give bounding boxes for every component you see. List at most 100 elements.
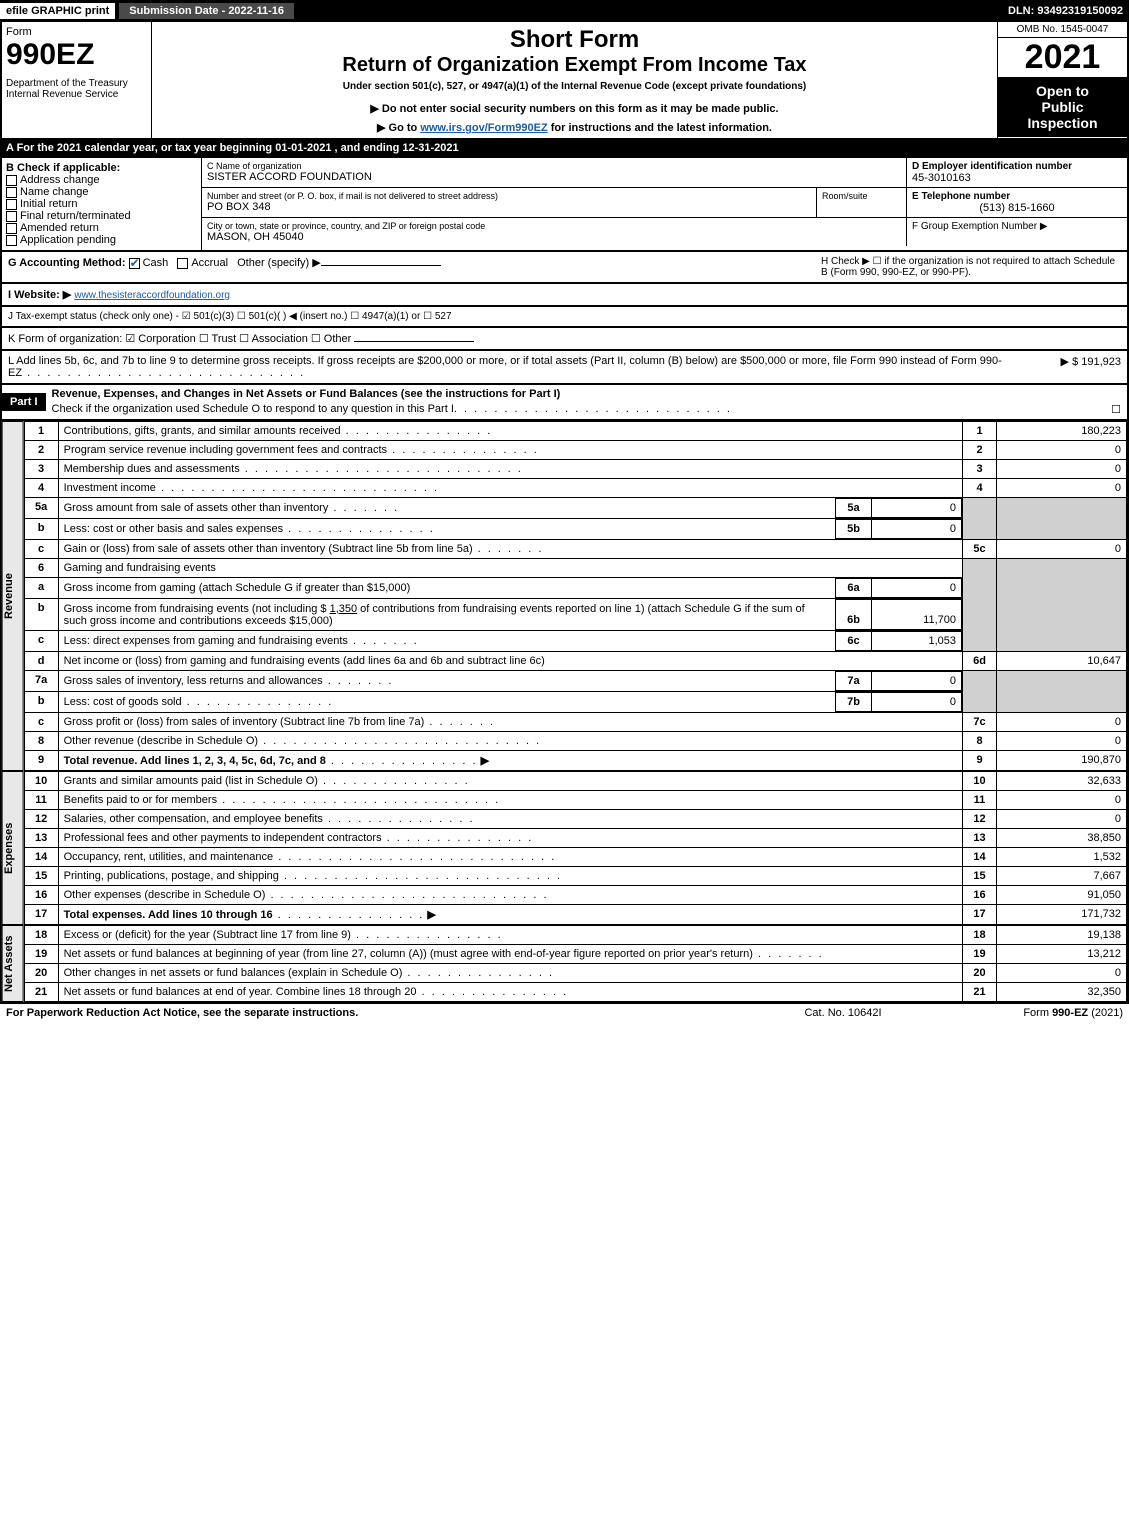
line6c-sub: 1,053 [872,632,962,651]
line8-desc: Other revenue (describe in Schedule O) [64,735,258,747]
line9-desc: Total revenue. Add lines 1, 2, 3, 4, 5c,… [64,755,326,767]
line20-desc: Other changes in net assets or fund bala… [64,967,403,979]
g-other-blank [321,265,441,266]
line4-amt: 0 [997,479,1127,498]
line8-amt: 0 [997,732,1127,751]
line3-amt: 0 [997,460,1127,479]
submission-date: Submission Date - 2022-11-16 [119,3,294,19]
street-value: PO BOX 348 [207,201,811,213]
netassets-sidebar: Net Assets [2,925,24,1002]
line7b-sub: 0 [872,693,962,712]
line7a-sub: 0 [872,672,962,691]
line2-amt: 0 [997,441,1127,460]
top-bar: efile GRAPHIC print Submission Date - 20… [0,0,1129,22]
section-k: K Form of organization: ☑ Corporation ☐ … [0,328,1129,351]
line19-amt: 13,212 [997,945,1127,964]
line20-amt: 0 [997,964,1127,983]
line14-amt: 1,532 [997,848,1127,867]
line7c-desc: Gross profit or (loss) from sales of inv… [64,716,425,728]
line7c-amt: 0 [997,713,1127,732]
line5b-sub: 0 [872,520,962,539]
footer-mid: Cat. No. 10642I [743,1007,943,1019]
website-link[interactable]: www.thesisteraccordfoundation.org [74,290,230,301]
line13-desc: Professional fees and other payments to … [64,832,382,844]
d-label: D Employer identification number [912,161,1122,172]
ein-value: 45-3010163 [912,172,1122,184]
line19-desc: Net assets or fund balances at beginning… [64,948,753,960]
part-i-check-text: Check if the organization used Schedule … [52,403,454,416]
b-opt-address: Address change [6,174,197,186]
checkbox-icon[interactable] [6,187,17,198]
i-label: I Website: ▶ [8,289,71,301]
b-title: B Check if applicable: [6,162,197,174]
line17-amt: 171,732 [997,905,1127,925]
line18-amt: 19,138 [997,926,1127,945]
c-city-label: City or town, state or province, country… [207,221,901,231]
open-line1: Open to [1002,83,1123,99]
checkbox-icon[interactable] [6,211,17,222]
short-form-title: Short Form [156,26,993,54]
line18-desc: Excess or (deficit) for the year (Subtra… [64,929,351,941]
open-line2: Public [1002,99,1123,115]
line12-desc: Salaries, other compensation, and employ… [64,813,323,825]
b-opt-amended: Amended return [6,222,197,234]
checkbox-icon[interactable] [6,199,17,210]
line21-amt: 32,350 [997,983,1127,1002]
checkbox-icon[interactable] [6,223,17,234]
checkbox-icon[interactable] [6,175,17,186]
line6b-mid: 1,350 [330,603,358,615]
omb-number: OMB No. 1545-0047 [998,22,1127,38]
irs-link[interactable]: www.irs.gov/Form990EZ [420,122,547,134]
revenue-section: Revenue 1Contributions, gifts, grants, a… [0,421,1129,771]
netassets-section: Net Assets 18Excess or (deficit) for the… [0,925,1129,1004]
header-center: Short Form Return of Organization Exempt… [152,22,997,138]
b-opt-name: Name change [6,186,197,198]
dept-label: Department of the Treasury [6,78,147,89]
line7a-desc: Gross sales of inventory, less returns a… [64,675,323,687]
line17-desc: Total expenses. Add lines 10 through 16 [64,909,273,921]
line6d-amt: 10,647 [997,652,1127,671]
g-label: G Accounting Method: [8,257,126,269]
line9-amt: 190,870 [997,751,1127,771]
footer-right: Form 990-EZ (2021) [943,1007,1123,1019]
line5c-amt: 0 [997,540,1127,559]
line2-desc: Program service revenue including govern… [64,444,387,456]
org-name: SISTER ACCORD FOUNDATION [207,171,901,183]
open-public-badge: Open to Public Inspection [998,77,1127,137]
page-footer: For Paperwork Reduction Act Notice, see … [0,1004,1129,1022]
line14-desc: Occupancy, rent, utilities, and maintena… [64,851,274,863]
line16-amt: 91,050 [997,886,1127,905]
line6-desc: Gaming and fundraising events [58,559,962,578]
expenses-sidebar: Expenses [2,771,24,925]
part-i-title: Revenue, Expenses, and Changes in Net As… [46,385,1127,403]
header-left: Form 990EZ Department of the Treasury In… [2,22,152,138]
checkbox-cash-icon[interactable] [129,258,140,269]
room-label: Room/suite [822,191,901,201]
line15-desc: Printing, publications, postage, and shi… [64,870,279,882]
part-i-badge: Part I [2,393,46,411]
checkbox-icon[interactable] [6,235,17,246]
part-i-checkbox[interactable]: ☐ [1111,403,1121,416]
g-accrual: Accrual [191,257,228,269]
expenses-table: 10Grants and similar amounts paid (list … [24,771,1127,925]
section-g-h: G Accounting Method: Cash Accrual Other … [0,252,1129,284]
line6a-sub: 0 [872,579,962,598]
line7b-desc: Less: cost of goods sold [64,696,182,708]
city-value: MASON, OH 45040 [207,231,901,243]
netassets-table: 18Excess or (deficit) for the year (Subt… [24,925,1127,1002]
line10-amt: 32,633 [997,772,1127,791]
b-opt-initial: Initial return [6,198,197,210]
line16-desc: Other expenses (describe in Schedule O) [64,889,266,901]
f-label: F Group Exemption Number ▶ [912,221,1122,232]
g-other: Other (specify) ▶ [237,257,321,269]
revenue-table: 1Contributions, gifts, grants, and simil… [24,421,1127,771]
k-blank [354,341,474,342]
section-b-to-f: B Check if applicable: Address change Na… [0,158,1129,252]
k-text: K Form of organization: ☑ Corporation ☐ … [8,333,351,345]
return-title: Return of Organization Exempt From Incom… [156,54,993,77]
section-j: J Tax-exempt status (check only one) - ☑… [0,307,1129,328]
line11-desc: Benefits paid to or for members [64,794,217,806]
checkbox-accrual-icon[interactable] [177,258,188,269]
line5a-desc: Gross amount from sale of assets other t… [64,502,329,514]
header-right: OMB No. 1545-0047 2021 Open to Public In… [997,22,1127,138]
